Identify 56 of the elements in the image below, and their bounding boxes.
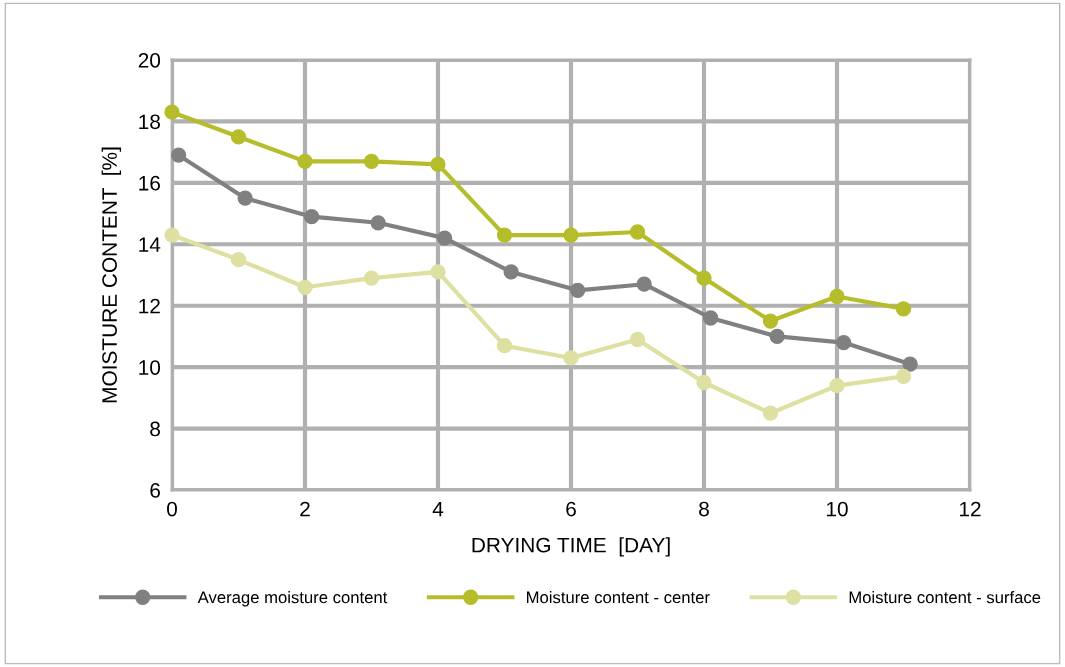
point	[563, 227, 579, 243]
point	[171, 147, 187, 163]
point	[437, 230, 453, 246]
x-tick-label: 8	[699, 501, 709, 517]
x-tick-label: 0	[167, 501, 177, 517]
point	[895, 368, 912, 384]
x-axis-title: DRYING TIME [DAY]	[472, 537, 670, 557]
point	[430, 156, 446, 173]
point	[503, 264, 519, 280]
x-tick-label: 12	[960, 501, 981, 517]
point	[629, 331, 646, 348]
y-tick-label: 10	[139, 360, 161, 375]
x-tick-label: 6	[566, 501, 576, 517]
legend-label: Moisture content - center	[527, 591, 710, 604]
point	[769, 328, 785, 345]
point	[230, 129, 247, 145]
legend-label: Moisture content - surface	[849, 591, 1041, 604]
point	[496, 227, 513, 243]
point	[570, 282, 586, 298]
point	[363, 153, 380, 169]
point	[696, 270, 712, 286]
point	[496, 338, 513, 354]
point	[237, 190, 253, 206]
point	[696, 374, 712, 391]
y-tick-label: 6	[150, 483, 160, 498]
x-tick-label: 10	[827, 501, 848, 517]
y-tick-label: 18	[139, 114, 160, 130]
point	[895, 301, 912, 317]
point	[762, 313, 779, 329]
point	[629, 224, 646, 240]
point	[430, 264, 446, 280]
point	[304, 209, 320, 225]
point	[164, 104, 180, 120]
point	[829, 377, 845, 394]
point	[363, 270, 380, 286]
point	[762, 405, 779, 421]
point	[297, 279, 313, 295]
x-tick-label: 4	[432, 501, 444, 517]
point	[836, 334, 852, 351]
point	[636, 276, 652, 292]
point	[902, 356, 918, 372]
y-tick-label: 20	[138, 53, 161, 68]
point	[563, 350, 579, 366]
y-tick-label: 14	[139, 237, 161, 252]
y-axis-title: MOISTURE CONTENT [%]	[101, 147, 122, 403]
point	[703, 310, 719, 326]
point	[829, 288, 845, 305]
point	[164, 227, 180, 243]
y-tick-label: 8	[150, 421, 160, 437]
point	[370, 215, 386, 231]
point	[230, 252, 247, 268]
y-tick-label: 12	[139, 298, 160, 314]
legend-label: Average moisture content	[197, 591, 388, 607]
point	[297, 153, 313, 169]
x-tick-label: 2	[300, 501, 310, 517]
y-tick-label: 16	[139, 175, 160, 191]
